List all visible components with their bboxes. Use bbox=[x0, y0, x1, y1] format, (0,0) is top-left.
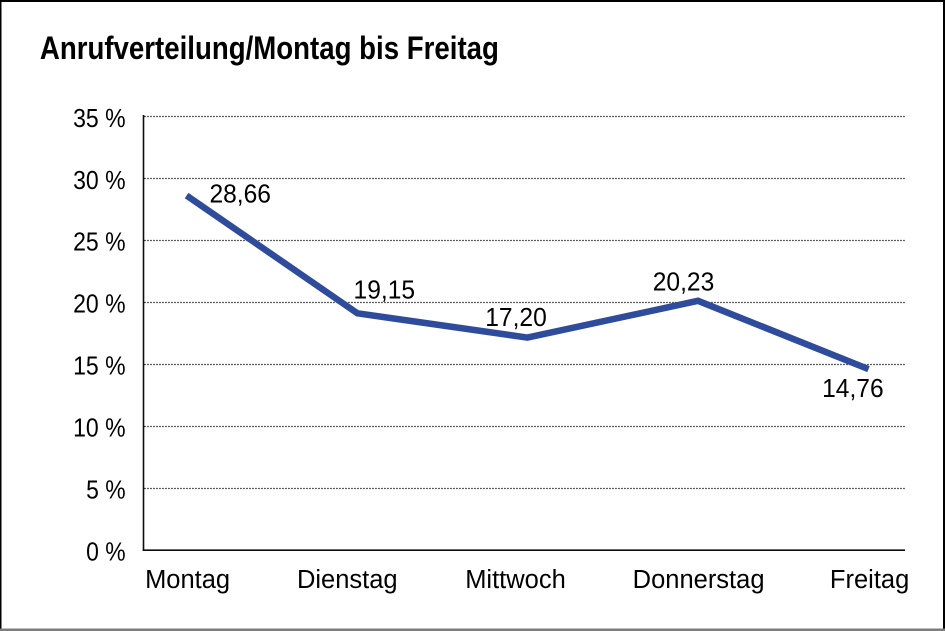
svg-text:20 %: 20 % bbox=[73, 289, 126, 319]
svg-text:28,66: 28,66 bbox=[209, 179, 271, 209]
svg-text:10 %: 10 % bbox=[73, 413, 126, 443]
svg-text:Dienstag: Dienstag bbox=[297, 566, 398, 594]
svg-text:Freitag: Freitag bbox=[830, 566, 909, 594]
svg-text:20,23: 20,23 bbox=[653, 267, 715, 297]
svg-text:17,20: 17,20 bbox=[485, 302, 547, 332]
svg-text:Montag: Montag bbox=[145, 566, 230, 594]
svg-text:0 %: 0 % bbox=[86, 537, 126, 567]
svg-text:14,76: 14,76 bbox=[822, 373, 884, 403]
svg-text:5 %: 5 % bbox=[86, 475, 126, 505]
svg-text:Anrufverteilung/Montag bis Fre: Anrufverteilung/Montag bis Freitag bbox=[40, 30, 499, 66]
svg-text:Mittwoch: Mittwoch bbox=[465, 566, 566, 594]
svg-text:19,15: 19,15 bbox=[354, 275, 416, 305]
svg-text:15 %: 15 % bbox=[73, 351, 126, 381]
svg-text:Donnerstag: Donnerstag bbox=[633, 566, 765, 594]
svg-text:35 %: 35 % bbox=[73, 103, 126, 133]
svg-text:25 %: 25 % bbox=[73, 227, 126, 257]
svg-text:30 %: 30 % bbox=[73, 165, 126, 195]
